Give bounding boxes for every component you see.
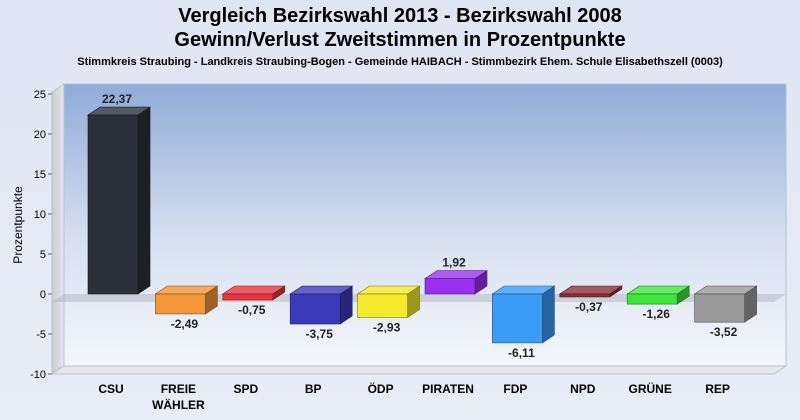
bar-7 bbox=[491, 285, 556, 344]
value-label: -0,37 bbox=[575, 300, 603, 314]
y-tick-label: 25 bbox=[34, 89, 46, 101]
y-tick-label: 10 bbox=[34, 209, 46, 221]
value-label: -2,93 bbox=[373, 320, 401, 334]
category-label: CSU bbox=[98, 382, 123, 396]
category-label: FDP bbox=[503, 382, 527, 396]
bar-8 bbox=[558, 285, 623, 298]
category-label: FREIE bbox=[161, 382, 196, 396]
category-label: GRÜNE bbox=[629, 381, 672, 396]
value-label: -1,26 bbox=[643, 307, 671, 321]
category-label: PIRATEN bbox=[422, 382, 474, 396]
value-label: -3,75 bbox=[306, 327, 334, 341]
y-tick-label: -5 bbox=[36, 329, 46, 341]
value-label: -3,52 bbox=[710, 325, 738, 339]
bar-3 bbox=[221, 285, 286, 301]
value-label: -6,11 bbox=[508, 346, 535, 360]
chart-title: Vergleich Bezirkswahl 2013 - Bezirkswahl… bbox=[178, 5, 622, 27]
plot-side-wall bbox=[51, 83, 65, 375]
bar-1 bbox=[87, 106, 151, 295]
y-tick-label: 15 bbox=[34, 169, 46, 181]
y-axis-label: Prozentpunkte bbox=[11, 186, 25, 264]
plot-back-wall bbox=[63, 83, 787, 367]
bar-4 bbox=[289, 285, 354, 325]
y-tick-label: -10 bbox=[30, 369, 46, 381]
category-label: WÄHLER bbox=[152, 397, 205, 412]
bar-2 bbox=[154, 285, 219, 315]
y-tick-label: 0 bbox=[40, 289, 46, 301]
bar-9 bbox=[626, 285, 691, 305]
category-label: BP bbox=[305, 382, 322, 396]
chart-caption: Stimmkreis Straubing - Landkreis Straubi… bbox=[77, 56, 723, 68]
bar-5 bbox=[356, 285, 421, 319]
y-tick-label: 5 bbox=[40, 249, 46, 261]
value-label: 22,37 bbox=[102, 92, 132, 106]
category-label: SPD bbox=[233, 382, 258, 396]
category-label: NPD bbox=[570, 382, 596, 396]
value-label: -2,49 bbox=[171, 317, 199, 331]
chart-subtitle: Gewinn/Verlust Zweitstimmen in Prozentpu… bbox=[174, 29, 626, 51]
value-label: 1,92 bbox=[442, 256, 466, 270]
plot-floor bbox=[50, 365, 788, 375]
category-label: ÖDP bbox=[368, 381, 394, 396]
category-label: REP bbox=[705, 382, 730, 396]
y-tick-label: 20 bbox=[34, 129, 46, 141]
bar-6 bbox=[424, 270, 488, 295]
value-label: -0,75 bbox=[238, 303, 266, 317]
bar-10 bbox=[693, 285, 758, 323]
